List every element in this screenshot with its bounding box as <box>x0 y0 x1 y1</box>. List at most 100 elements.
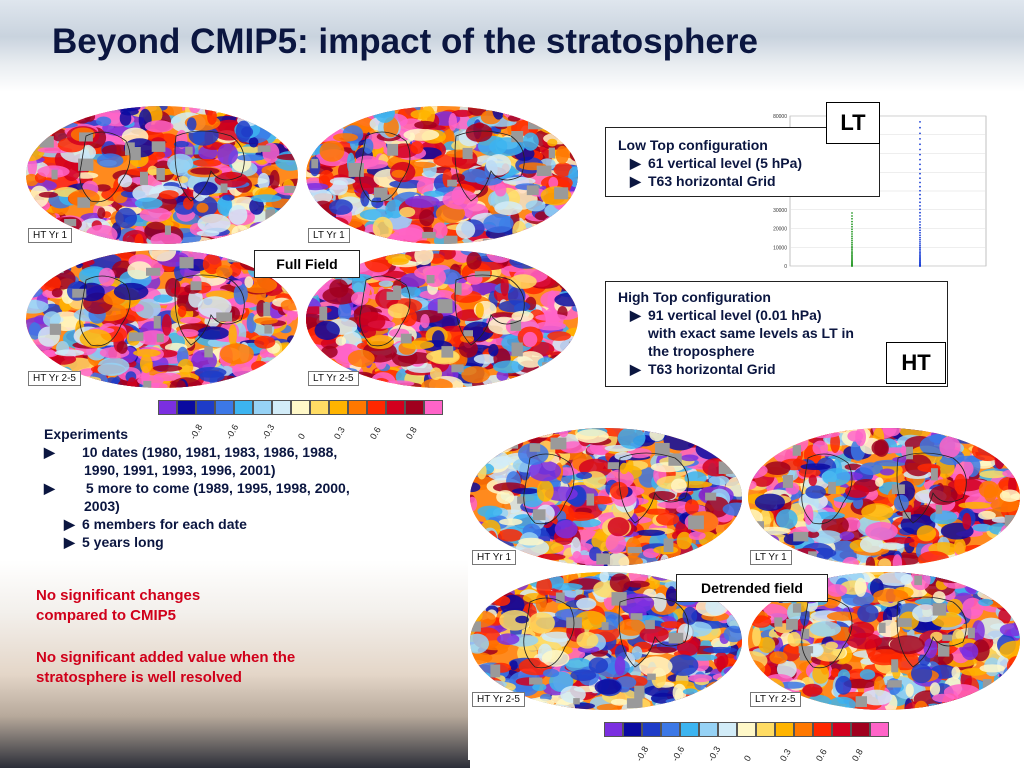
ht-level-point <box>919 132 921 135</box>
colorbar-swatch <box>215 400 234 415</box>
lt-level-point <box>851 223 853 226</box>
bullet-arrow-icon: ▶ <box>44 444 55 460</box>
colorbar-swatch <box>623 722 642 737</box>
ht-level-point <box>919 148 921 151</box>
ht-level-point <box>919 250 921 252</box>
lt-level-point <box>851 250 853 252</box>
plot-ytick-label: 10000 <box>773 245 787 251</box>
lt-config-item: 61 vertical level (5 hPa) <box>648 155 803 171</box>
map-ht-yr1 <box>26 106 298 244</box>
lt-level-point <box>851 251 853 254</box>
colorbar-swatch <box>699 722 718 737</box>
map-ht-yr1-detrended <box>470 428 742 566</box>
experiments-heading: Experiments <box>44 426 129 442</box>
lt-level-point <box>851 235 853 238</box>
colorbar-swatch <box>794 722 813 737</box>
lt-level-point <box>851 245 853 248</box>
bullet-arrow-icon: ▶ <box>630 173 641 189</box>
lt-level-point <box>851 248 853 251</box>
ht-level-point <box>919 215 921 217</box>
bullet-arrow-icon: ▶ <box>630 361 641 377</box>
lt-level-point <box>851 225 853 228</box>
ht-level-point <box>919 221 921 223</box>
ht-level-point <box>919 236 921 239</box>
lt-level-point <box>851 252 853 255</box>
colorbar-tick-label: 0.6 <box>368 425 383 441</box>
map-label: HT Yr 1 <box>28 228 73 243</box>
ht-level-point <box>919 158 921 161</box>
colorbar-swatch <box>661 722 680 737</box>
bullet-arrow-icon: ▶ <box>630 307 641 323</box>
colorbar-tick-label: 0 <box>742 753 754 763</box>
ht-config-heading: High Top configuration <box>618 289 771 305</box>
map-label: LT Yr 2-5 <box>308 371 359 386</box>
ht-level-point <box>919 254 921 257</box>
ht-level-point <box>919 138 921 140</box>
map-ht-yr25-detrended <box>470 572 742 710</box>
experiment-item: 10 dates (1980, 1981, 1983, 1986, 1988, … <box>82 444 338 478</box>
map-label: HT Yr 2-5 <box>472 692 525 707</box>
map-lt-yr1 <box>306 106 578 244</box>
lt-level-point <box>851 233 853 235</box>
ht-level-point <box>919 153 921 156</box>
ht-level-point <box>919 211 921 214</box>
lt-level-point <box>851 228 853 231</box>
ht-config-item: 91 vertical level (0.01 hPa) <box>648 307 822 323</box>
plot-ytick-label: 0 <box>784 264 787 270</box>
colorbar-swatch <box>272 400 291 415</box>
lt-level-point <box>851 246 853 249</box>
top-map-grid: HT Yr 1 LT Yr 1 HT Yr 2-5 LT Yr 2-5 <box>22 104 582 394</box>
ht-tag: HT <box>886 342 946 384</box>
map-ht-yr25 <box>26 250 298 388</box>
ht-level-point <box>919 197 921 200</box>
lt-config-box: Low Top configuration ▶ 61 vertical level… <box>605 127 880 197</box>
colorbar-tick-label: -0.8 <box>634 744 651 763</box>
colorbar-swatch <box>813 722 832 737</box>
ht-level-point <box>919 181 921 184</box>
lt-config-item: T63 horizontal Grid <box>648 173 776 189</box>
ht-level-point <box>919 205 921 207</box>
plot-ytick-label: 80000 <box>773 114 787 120</box>
ht-level-point <box>919 201 921 204</box>
ht-level-point <box>919 234 921 237</box>
colorbar-swatch <box>158 400 177 415</box>
bullet-arrow-icon: ▶ <box>630 155 641 171</box>
colorbar-tick-label: 0.8 <box>404 425 419 441</box>
ht-level-point <box>919 253 921 255</box>
ht-level-point <box>919 163 921 166</box>
ht-config-item: T63 horizontal Grid <box>648 361 776 377</box>
experiment-item: 6 members for each date <box>82 516 247 532</box>
bottom-map-grid: HT Yr 1 LT Yr 1 HT Yr 2-5 LT Yr 2-5 <box>468 426 1024 716</box>
ht-level-point <box>919 126 921 129</box>
ht-level-point <box>919 143 921 146</box>
colorbar-swatch <box>870 722 889 737</box>
detrended-field-label: Detrended field <box>676 574 828 602</box>
ht-level-point <box>919 168 921 171</box>
colorbar-swatch <box>196 400 215 415</box>
ht-level-point <box>919 243 921 245</box>
map-label: LT Yr 2-5 <box>750 692 801 707</box>
ht-level-point <box>919 172 921 175</box>
colorbar-tick-label: -0.3 <box>706 744 723 763</box>
colorbar-bottom: -0.8 -0.6 -0.3 0 0.3 0.6 0.8 <box>604 722 894 768</box>
plot-ytick-label: 30000 <box>773 208 787 214</box>
map-label: LT Yr 1 <box>308 228 350 243</box>
lt-level-point <box>851 239 853 242</box>
lt-level-point <box>851 217 853 220</box>
lt-level-point <box>851 254 853 256</box>
conclusion-2: No significant added value when the stra… <box>36 649 296 686</box>
ht-level-point <box>919 251 921 254</box>
lt-level-point <box>851 241 853 244</box>
bullet-arrow-icon: ▶ <box>44 480 55 496</box>
ht-level-point <box>919 208 921 211</box>
ht-level-point <box>919 189 921 192</box>
colorbar-swatch <box>680 722 699 737</box>
lt-level-point <box>851 230 853 233</box>
colorbar-swatch <box>718 722 737 737</box>
ht-level-point <box>919 229 921 232</box>
ht-level-point <box>919 218 921 220</box>
colorbar-swatch <box>424 400 443 415</box>
colorbar-tick-label: -0.6 <box>670 744 687 763</box>
colorbar-tick-label: 0.8 <box>850 747 865 763</box>
ht-level-point <box>919 224 921 226</box>
